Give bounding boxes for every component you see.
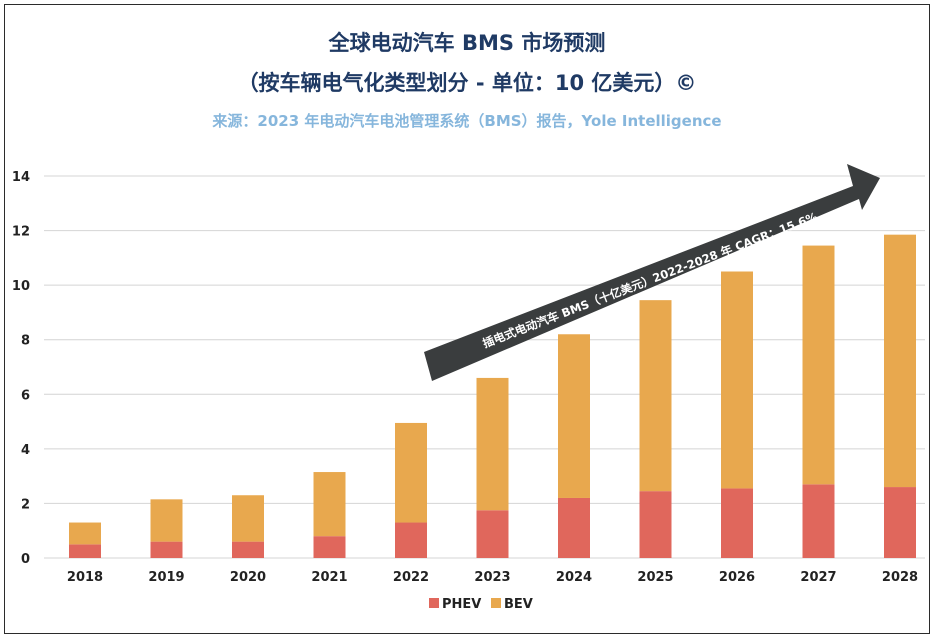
chart-title: 全球电动汽车 BMS 市场预测 [328,31,606,55]
bar-bev-2028 [884,234,916,488]
chart-subtitle: （按车辆电气化类型划分 - 单位：10 亿美元）© [237,71,697,95]
y-tick-label: 2 [21,497,30,512]
y-tick-label: 12 [12,225,30,240]
x-tick-label: 2018 [67,570,103,585]
bar-bev-2023 [476,377,509,511]
bars [69,234,916,558]
bar-bev-2021 [313,472,346,537]
bar-bev-2019 [150,499,183,542]
y-tick-label: 14 [12,170,30,185]
x-tick-label: 2027 [800,570,836,585]
bar-phev-2018 [69,544,101,558]
bar-phev-2026 [721,488,753,558]
legend-label-phev: PHEV [442,597,481,612]
bar-bev-2026 [721,271,753,489]
y-tick-label: 0 [21,552,30,567]
y-tick-label: 8 [21,334,30,349]
bar-phev-2021 [313,536,346,558]
y-axis-ticks: 0 2 4 6 8 10 12 14 [12,170,30,567]
bar-phev-2025 [639,491,672,558]
x-tick-label: 2028 [882,570,918,585]
bar-bev-2020 [232,495,264,542]
legend-swatch-phev [429,598,439,608]
bar-phev-2020 [232,541,264,558]
x-tick-label: 2019 [148,570,184,585]
bar-bev-2025 [639,300,672,492]
x-tick-label: 2021 [311,570,347,585]
x-tick-label: 2023 [474,570,510,585]
legend: PHEV BEV [429,597,533,612]
bar-bev-2024 [558,334,590,498]
x-tick-label: 2020 [230,570,266,585]
legend-swatch-bev [491,598,501,608]
cagr-arrow-shape [424,164,880,381]
bar-phev-2027 [802,484,835,558]
legend-label-bev: BEV [504,597,533,612]
x-tick-label: 2025 [637,570,673,585]
bar-bev-2027 [802,245,835,485]
bar-phev-2019 [150,541,183,558]
chart-source: 来源：2023 年电动汽车电池管理系统（BMS）报告，Yole Intellig… [212,112,722,130]
y-tick-label: 6 [21,388,30,403]
bar-phev-2024 [558,497,590,558]
bar-phev-2022 [395,522,427,558]
y-tick-label: 4 [21,443,30,458]
bar-bev-2022 [395,422,427,523]
x-tick-label: 2024 [556,570,592,585]
bar-phev-2023 [476,510,509,558]
bar-bev-2018 [69,522,101,545]
bar-phev-2028 [884,487,916,558]
x-axis-ticks: 2018 2019 2020 2021 2022 2023 2024 2025 2026 2027… [67,570,918,585]
x-tick-label: 2026 [719,570,755,585]
x-tick-label: 2022 [393,570,429,585]
y-tick-label: 10 [12,279,30,294]
